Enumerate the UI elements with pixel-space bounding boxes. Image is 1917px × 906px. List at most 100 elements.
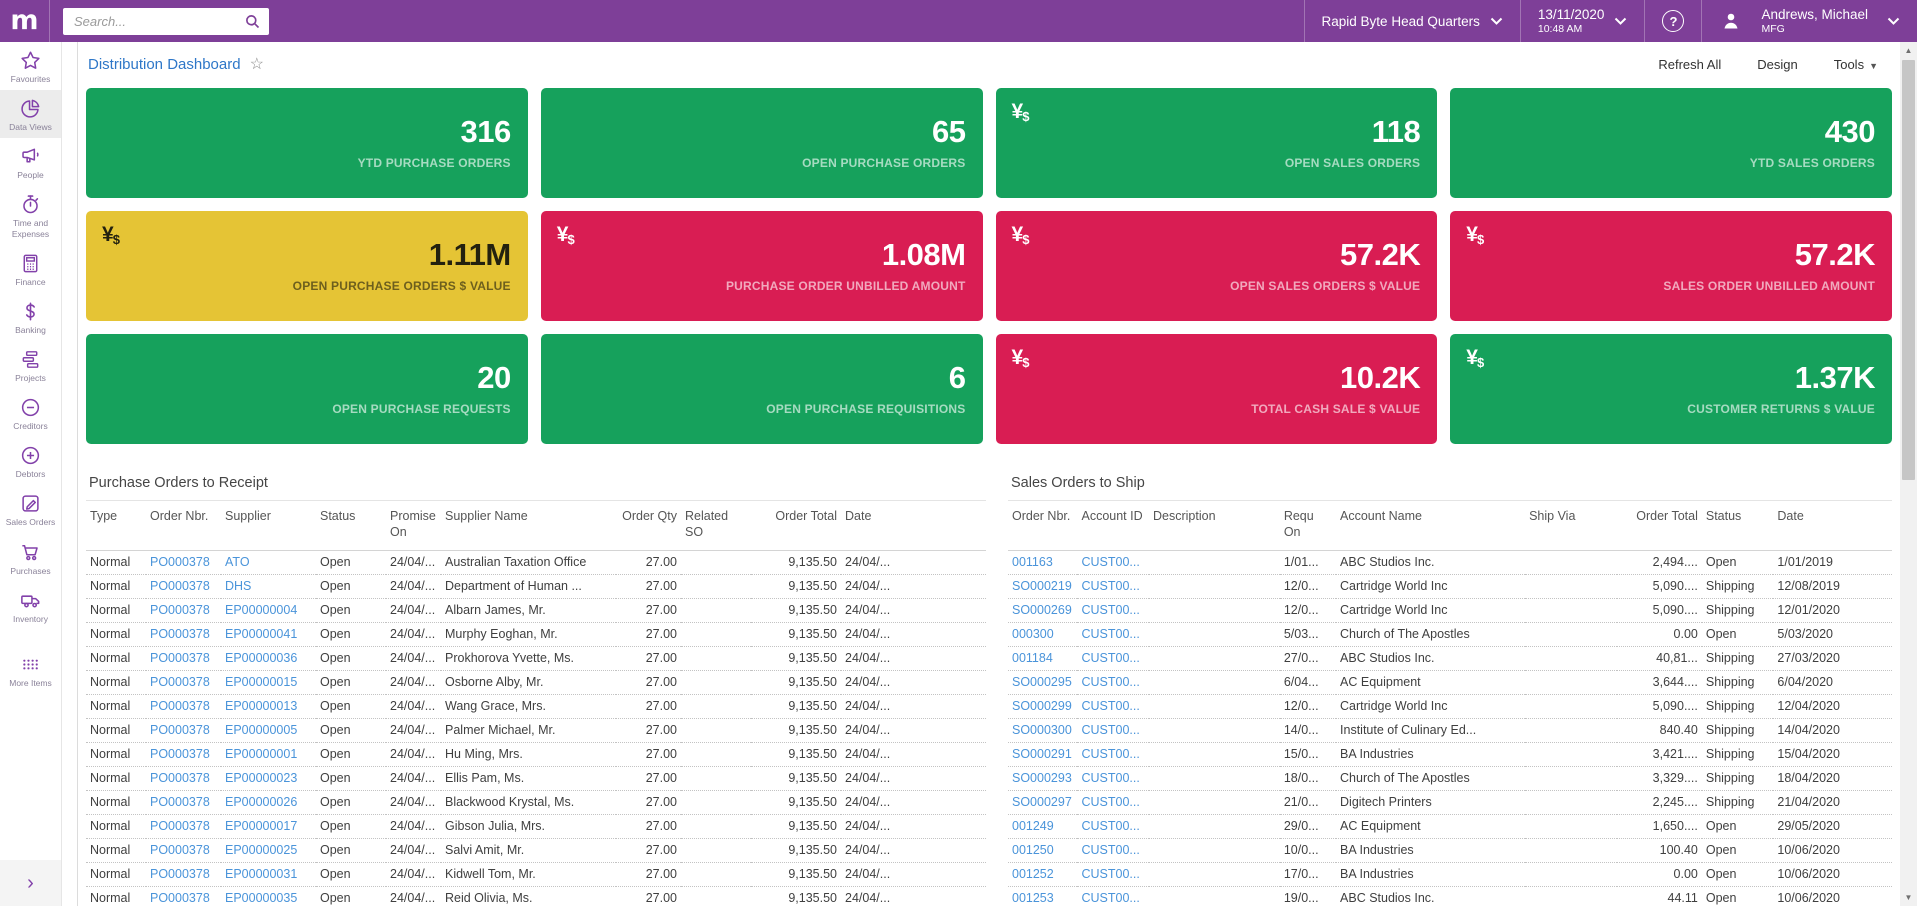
business-date-selector[interactable]: 13/11/2020 10:48 AM (1521, 0, 1645, 42)
table-row[interactable]: Normal PO000378 EP00000025 Open 24/04/... Sal… (86, 838, 986, 863)
help-button[interactable]: ? (1645, 0, 1701, 42)
cell-link[interactable]: EP00000036 (225, 651, 298, 665)
cell-link[interactable]: 001252 (1012, 867, 1054, 881)
column-header-description[interactable]: Description (1149, 501, 1280, 551)
column-header-order-nbr[interactable]: Order Nbr. (146, 501, 221, 551)
table-row[interactable]: Normal PO000378 EP00000013 Open 24/04/... Wan… (86, 694, 986, 719)
table-row[interactable]: Normal PO000378 EP00000041 Open 24/04/... Mur… (86, 622, 986, 647)
cell-link[interactable]: CUST00... (1081, 651, 1140, 665)
sidebar-item-favourites[interactable]: Favourites (0, 42, 61, 90)
cell-link[interactable]: CUST00... (1081, 603, 1140, 617)
cell-link[interactable]: CUST00... (1081, 819, 1140, 833)
column-header-account-id[interactable]: Account ID (1077, 501, 1150, 551)
sidebar-item-people[interactable]: People (0, 138, 61, 186)
kpi-tile-open-sales-orders-value[interactable]: ¥$ 57.2K OPEN SALES ORDERS $ VALUE (995, 211, 1438, 321)
table-row[interactable]: 001249 CUST00... 29/0... AC Equipment 1,650.… (1008, 814, 1892, 839)
table-row[interactable]: SO000295 CUST00... 6/04... AC Equipment 3,64… (1008, 670, 1892, 695)
cell-link[interactable]: 001163 (1012, 555, 1053, 569)
cell-link[interactable]: CUST00... (1081, 699, 1140, 713)
kpi-tile-open-sales-orders[interactable]: ¥$ 118 OPEN SALES ORDERS (995, 88, 1438, 198)
table-row[interactable]: Normal PO000378 EP00000036 Open 24/04/... Pro… (86, 646, 986, 671)
kpi-tile-ytd-purchase-orders[interactable]: 316 YTD PURCHASE ORDERS (86, 88, 528, 198)
table-row[interactable]: SO000300 CUST00... 14/0... Institute of Cul… (1008, 718, 1892, 743)
cell-link[interactable]: EP00000005 (225, 723, 298, 737)
cell-link[interactable]: PO000378 (150, 747, 210, 761)
sidebar-item-data-views[interactable]: Data Views (0, 90, 61, 139)
cell-link[interactable]: CUST00... (1081, 795, 1140, 809)
cell-link[interactable]: EP00000035 (225, 891, 298, 905)
column-header-status[interactable]: Status (1701, 501, 1774, 551)
table-row[interactable]: Normal PO000378 DHS Open 24/04/... Department… (86, 574, 986, 599)
column-header-order-total[interactable]: Order Total (1617, 501, 1702, 551)
column-header-order-total[interactable]: Order Total (751, 501, 841, 551)
sidebar-item-debtors[interactable]: Debtors (0, 437, 61, 485)
cell-link[interactable]: CUST00... (1081, 771, 1140, 785)
column-header-account-name[interactable]: Account Name (1336, 501, 1526, 551)
sidebar-item-more-items[interactable]: More Items (0, 646, 61, 694)
cell-link[interactable]: SO000219 (1012, 579, 1072, 593)
column-header-supplier-name[interactable]: Supplier Name (441, 501, 616, 551)
vertical-scrollbar[interactable]: ▲ ▼ (1900, 42, 1917, 906)
table-row[interactable]: SO000269 CUST00... 12/0... Cartridge World … (1008, 598, 1892, 623)
cell-link[interactable]: CUST00... (1081, 555, 1140, 569)
table-row[interactable]: 001253 CUST00... 19/0... ABC Studios Inc. 44… (1008, 886, 1892, 906)
table-row[interactable]: SO000291 CUST00... 15/0... BA Industries 3,4… (1008, 742, 1892, 767)
design-button[interactable]: Design (1757, 56, 1798, 72)
cell-link[interactable]: PO000378 (150, 771, 210, 785)
table-row[interactable]: SO000293 CUST00... 18/0... Church of The Ap… (1008, 766, 1892, 791)
column-header-related-so[interactable]: Related SO (681, 501, 751, 551)
table-row[interactable]: Normal PO000378 ATO Open 24/04/... Australian… (86, 550, 986, 575)
cell-link[interactable]: 001253 (1012, 891, 1054, 905)
cell-link[interactable]: EP00000031 (225, 867, 298, 881)
search-input[interactable] (72, 12, 243, 30)
table-row[interactable]: Normal PO000378 EP00000005 Open 24/04/... Pal… (86, 718, 986, 743)
kpi-tile-sales-order-unbilled-amount[interactable]: ¥$ 57.2K SALES ORDER UNBILLED AMOUNT (1450, 211, 1892, 321)
cell-link[interactable]: PO000378 (150, 723, 210, 737)
search-icon[interactable] (243, 12, 262, 31)
table-row[interactable]: 001163 CUST00... 1/01... ABC Studios Inc. 2,… (1008, 550, 1892, 575)
cell-link[interactable]: EP00000041 (225, 627, 298, 641)
cell-link[interactable]: SO000293 (1012, 771, 1072, 785)
cell-link[interactable]: ATO (225, 555, 250, 569)
scroll-down-arrow[interactable]: ▼ (1904, 893, 1913, 902)
sidebar-item-finance[interactable]: Finance (0, 245, 61, 293)
column-header-supplier[interactable]: Supplier (221, 501, 316, 551)
cell-link[interactable]: PO000378 (150, 603, 210, 617)
cell-link[interactable]: CUST00... (1081, 675, 1140, 689)
table-row[interactable]: Normal PO000378 EP00000035 Open 24/04/... Rei… (86, 886, 986, 906)
table-row[interactable]: Normal PO000378 EP00000004 Open 24/04/... Alb… (86, 598, 986, 623)
cell-link[interactable]: CUST00... (1081, 891, 1140, 905)
table-row[interactable]: SO000219 CUST00... 12/0... Cartridge World … (1008, 574, 1892, 599)
sidebar-item-purchases[interactable]: Purchases (0, 534, 61, 582)
column-header-ship-via[interactable]: Ship Via (1525, 501, 1618, 551)
table-row[interactable]: 001250 CUST00... 10/0... BA Industries 100.4… (1008, 838, 1892, 863)
cell-link[interactable]: SO000299 (1012, 699, 1072, 713)
cell-link[interactable]: SO000291 (1012, 747, 1072, 761)
cell-link[interactable]: PO000378 (150, 867, 210, 881)
kpi-tile-total-cash-sale-value[interactable]: ¥$ 10.2K TOTAL CASH SALE $ VALUE (995, 334, 1438, 444)
cell-link[interactable]: 001184 (1012, 651, 1053, 665)
cell-link[interactable]: PO000378 (150, 795, 210, 809)
kpi-tile-open-purchase-requests[interactable]: 20 OPEN PURCHASE REQUESTS (86, 334, 528, 444)
sidebar-item-inventory[interactable]: Inventory (0, 582, 61, 630)
column-header-order-qty[interactable]: Order Qty (616, 501, 681, 551)
cell-link[interactable]: PO000378 (150, 579, 210, 593)
table-row[interactable]: Normal PO000378 EP00000023 Open 24/04/... Ell… (86, 766, 986, 791)
scrollbar-thumb[interactable] (1902, 60, 1915, 480)
cell-link[interactable]: PO000378 (150, 819, 210, 833)
kpi-tile-customer-returns-value[interactable]: ¥$ 1.37K CUSTOMER RETURNS $ VALUE (1450, 334, 1892, 444)
cell-link[interactable]: CUST00... (1081, 843, 1140, 857)
sidebar-item-creditors[interactable]: Creditors (0, 389, 61, 437)
cell-link[interactable]: SO000297 (1012, 795, 1072, 809)
cell-link[interactable]: DHS (225, 579, 252, 593)
cell-link[interactable]: CUST00... (1081, 747, 1140, 761)
cell-link[interactable]: PO000378 (150, 675, 210, 689)
cell-link[interactable]: EP00000026 (225, 795, 298, 809)
kpi-tile-open-purchase-orders[interactable]: 65 OPEN PURCHASE ORDERS (540, 88, 983, 198)
cell-link[interactable]: EP00000017 (225, 819, 298, 833)
cell-link[interactable]: CUST00... (1081, 627, 1140, 641)
column-header-status[interactable]: Status (316, 501, 386, 551)
refresh-all-button[interactable]: Refresh All (1658, 56, 1722, 72)
cell-link[interactable]: SO000300 (1012, 723, 1072, 737)
table-row[interactable]: Normal PO000378 EP00000001 Open 24/04/... Hu … (86, 742, 986, 767)
